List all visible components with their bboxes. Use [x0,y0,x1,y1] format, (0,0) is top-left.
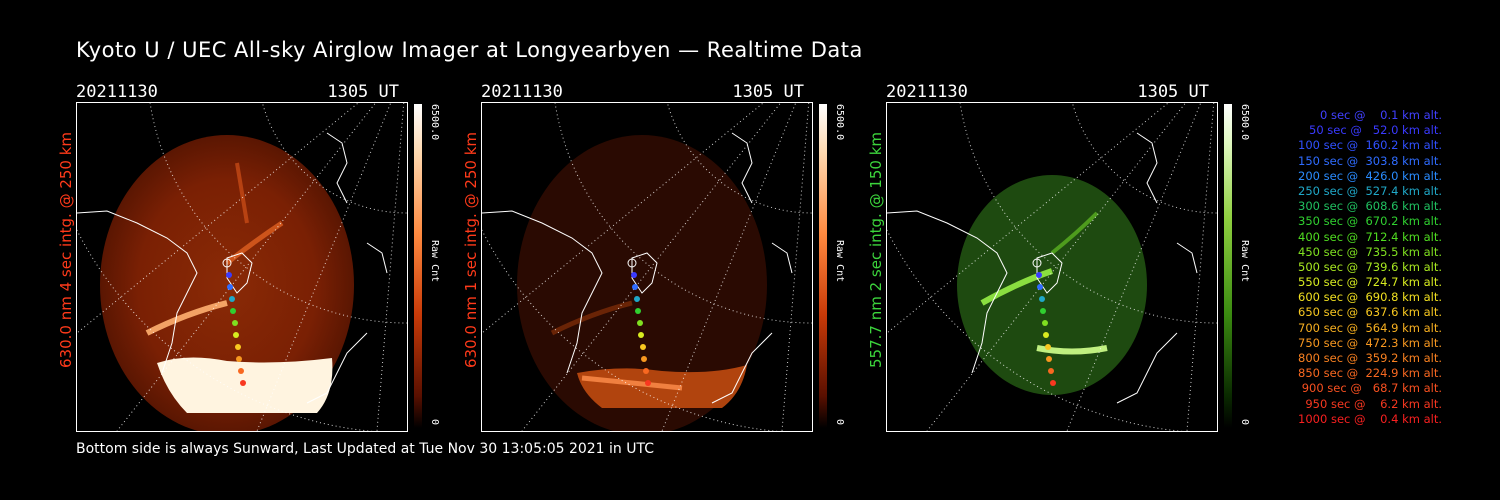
colorbar-max: 6500.0 [1239,104,1250,141]
colorbar-red [414,104,422,428]
panel-time: 1305 UT [732,82,804,102]
legend-row: 100 sec @ 160.2 km alt. [1298,138,1442,153]
allsky-image-svg [482,103,812,431]
colorbar-unit: Raw Cnt [429,240,440,283]
colorbar-min: 0 [1239,419,1250,426]
panel-date: 20211130 [481,82,563,102]
aurora-arc [581,375,683,391]
panel-date: 20211130 [886,82,968,102]
legend-row: 850 sec @ 224.9 km alt. [1298,366,1442,381]
legend-row: 900 sec @ 68.7 km alt. [1301,381,1442,396]
colorbar-min: 0 [834,419,845,426]
panel-side-label: 630.0 nm 1 sec intg. @ 250 km [462,131,480,368]
aurora-arc [145,300,228,336]
trajectory [222,258,246,386]
legend-row: 750 sec @ 472.3 km alt. [1298,335,1442,350]
colorbar-red [819,104,827,428]
trajectory-legend: 0 sec @ 0.1 km alt. 50 sec @ 52.0 km alt.… [1262,108,1442,427]
coastlines [77,132,388,404]
legend-row: 300 sec @ 608.6 km alt. [1298,199,1442,214]
allsky-image-svg [887,103,1217,431]
trajectory [627,258,651,386]
page-title: Kyoto U / UEC All-sky Airglow Imager at … [76,38,863,62]
colorbar-max: 6500.0 [429,104,440,141]
aurora-arc [550,300,633,336]
colorbar-unit: Raw Cnt [1239,240,1250,283]
aurora-arc [1050,211,1099,255]
grid-lines [77,103,407,431]
colorbar-green [1224,104,1232,428]
colorbar-unit: Raw Cnt [834,240,845,283]
panel-side-label: 557.7 nm 2 sec intg. @ 150 km [867,131,885,368]
colorbar-min: 0 [429,419,440,426]
panel-time: 1305 UT [1137,82,1209,102]
legend-row: 350 sec @ 670.2 km alt. [1298,214,1442,229]
trajectory [1032,258,1056,386]
legend-row: 200 sec @ 426.0 km alt. [1298,168,1442,183]
legend-row: 500 sec @ 739.6 km alt. [1298,259,1442,274]
legend-row: 550 sec @ 724.7 km alt. [1298,275,1442,290]
legend-row: 0 sec @ 0.1 km alt. [1319,108,1442,122]
allsky-image [481,102,813,432]
legend-row: 950 sec @ 6.2 km alt. [1305,396,1442,411]
allsky-image-svg [77,103,407,431]
aurora-arc [225,220,284,265]
legend-row: 250 sec @ 527.4 km alt. [1298,183,1442,198]
allsky-image [886,102,1218,432]
legend-row: 600 sec @ 690.8 km alt. [1298,290,1442,305]
coastlines [482,132,793,404]
aurora-arc [235,162,249,224]
allsky-panel-1: 20211130 1305 UT [76,78,421,433]
legend-row: 450 sec @ 735.5 km alt. [1298,244,1442,259]
sky-disc [957,175,1147,395]
grid-lines [482,103,812,431]
grid-lines [887,103,1217,431]
panel-date: 20211130 [76,82,158,102]
aurora-arc [980,268,1053,306]
legend-row: 1000 sec @ 0.4 km alt. [1298,411,1442,426]
sky-disc [100,135,354,431]
footer-note: Bottom side is always Sunward, Last Upda… [76,441,654,457]
allsky-image [76,102,408,432]
panel-time: 1305 UT [327,82,399,102]
panel-side-label: 630.0 nm 4 sec intg. @ 250 km [57,131,75,368]
legend-row: 400 sec @ 712.4 km alt. [1298,229,1442,244]
legend-row: 700 sec @ 564.9 km alt. [1298,320,1442,335]
legend-row: 800 sec @ 359.2 km alt. [1298,351,1442,365]
sky-disc [517,135,767,431]
allsky-panel-3: 20211130 1305 UT [886,78,1231,433]
allsky-panel-2: 20211130 1305 UT [481,78,826,433]
legend-row: 50 sec @ 52.0 km alt. [1309,123,1442,138]
coastlines [887,132,1198,404]
legend-row: 650 sec @ 637.6 km alt. [1298,305,1442,320]
legend-row: 150 sec @ 303.8 km alt. [1298,153,1442,168]
colorbar-max: 6500.0 [834,104,845,141]
